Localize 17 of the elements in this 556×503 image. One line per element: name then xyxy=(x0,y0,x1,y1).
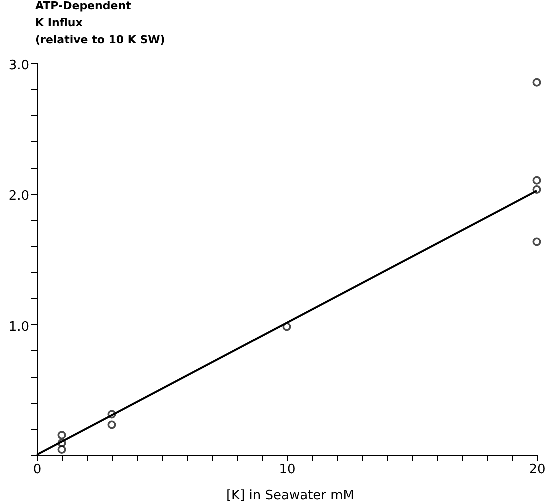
point xyxy=(532,238,542,246)
point xyxy=(532,78,542,87)
point xyxy=(58,438,66,448)
point xyxy=(282,322,292,332)
point xyxy=(58,446,66,454)
y-tick-label: 3.0 xyxy=(8,58,30,74)
y-tick-label: 2.0 xyxy=(8,189,30,204)
x-tick-label: 10 xyxy=(279,462,296,478)
point xyxy=(58,431,66,440)
x-axis-title: [K] in Seawater mM xyxy=(226,488,355,503)
x-tick-label: 20 xyxy=(529,462,546,478)
y-axis-title: ATP-Dependent K Influx (relative to 10 K SW) xyxy=(36,0,166,46)
point xyxy=(532,176,542,185)
x-tick-label: 0 xyxy=(33,462,42,478)
y-tick-label: 1.0 xyxy=(8,320,30,335)
point xyxy=(108,410,116,419)
point xyxy=(108,420,116,430)
